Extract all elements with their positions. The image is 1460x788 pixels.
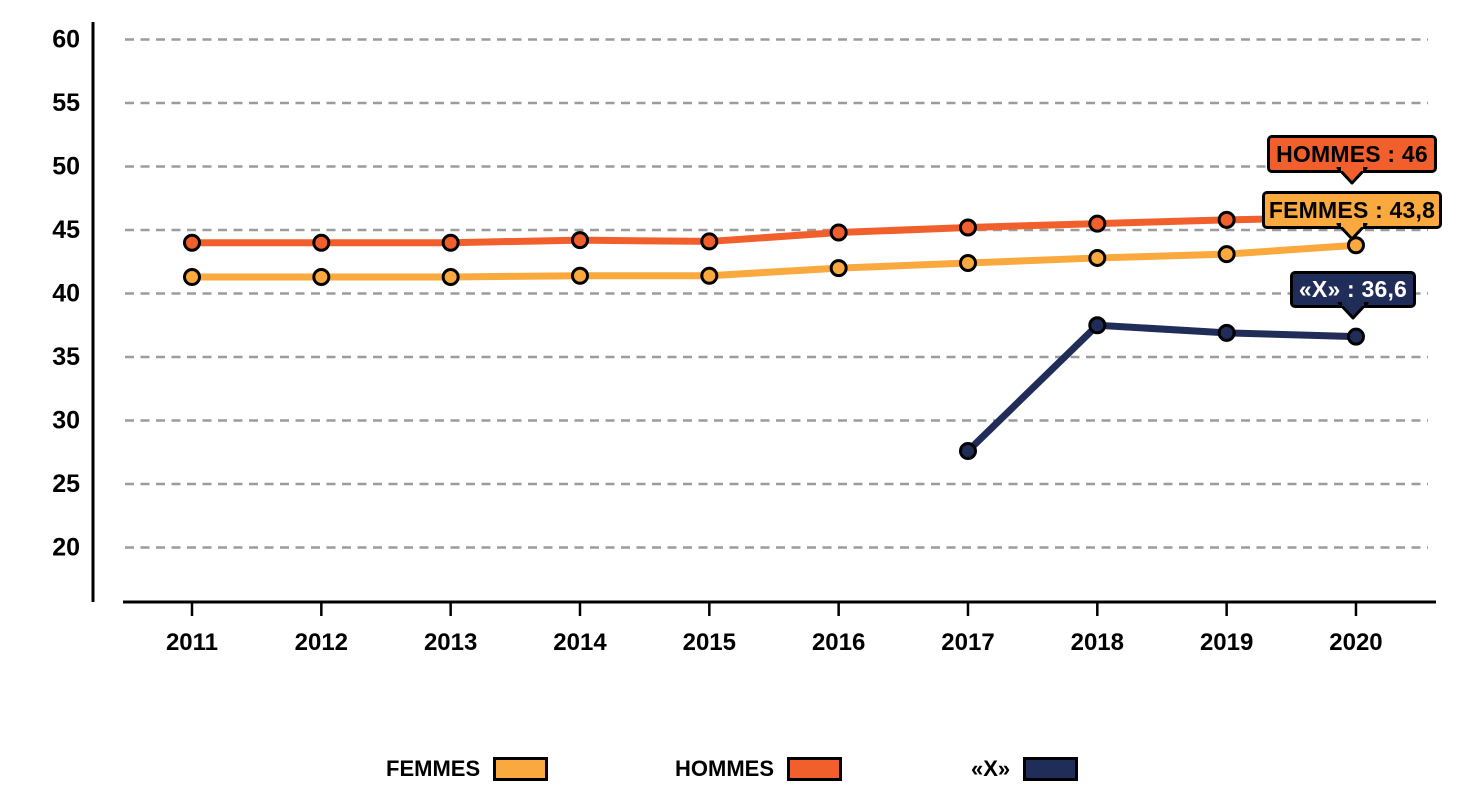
x-tick-label-2014: 2014 [553, 629, 607, 656]
data-point-femmes-2011 [183, 267, 201, 286]
y-tick-label-25: 25 [52, 470, 80, 498]
x-tick-label-2017: 2017 [941, 629, 994, 656]
data-point-hommes-2016 [829, 223, 848, 242]
callout-hommes-value: HOMMES : 46 [1267, 135, 1437, 185]
y-tick-label-20: 20 [52, 534, 80, 562]
y-axis-tick-labels: 60 55 50 45 40 35 30 25 20 [52, 26, 80, 562]
data-point-femmes-2018 [1088, 248, 1107, 267]
x-tick-label-2011: 2011 [166, 629, 218, 656]
x-tick-label-2012: 2012 [295, 629, 348, 656]
x-tick-label-2020: 2020 [1329, 629, 1382, 656]
data-point-hommes-2012 [312, 233, 331, 252]
data-point-femmes-2015 [700, 266, 719, 285]
y-tick-label-35: 35 [52, 343, 80, 371]
legend-swatch-femmes [493, 757, 549, 781]
y-tick-label-45: 45 [52, 216, 80, 244]
callout-pointer-icon [1336, 167, 1368, 185]
legend-item-hommes: HOMMES [675, 756, 842, 782]
y-tick-label-50: 50 [52, 153, 80, 181]
data-point-femmes-2019 [1217, 245, 1236, 264]
y-tick-label-40: 40 [52, 280, 80, 308]
series-line-hommes [188, 213, 1360, 247]
callout-pointer-icon [1337, 302, 1369, 320]
data-point-femmes-2017 [958, 254, 977, 273]
series-line-femmes [188, 241, 1360, 281]
series-line-x [964, 321, 1360, 455]
callout-hommes-text: HOMMES : 46 [1276, 140, 1428, 167]
data-point-hommes-2014 [570, 231, 589, 250]
x-tick-label-2013: 2013 [424, 629, 477, 656]
callout-pointer-icon [1336, 223, 1368, 241]
axes [91, 22, 1436, 604]
legend-label-hommes: HOMMES [675, 756, 774, 781]
legend-item-x: «X» [971, 756, 1079, 782]
data-point-hommes-2017 [958, 218, 977, 237]
data-point-x-2019 [1217, 323, 1236, 342]
data-point-hommes-2015 [700, 232, 719, 251]
x-tick-label-2015: 2015 [683, 629, 736, 656]
data-point-hommes-2011 [183, 233, 201, 252]
legend-swatch-x [1023, 757, 1079, 781]
data-point-x-2017 [958, 441, 977, 460]
data-point-femmes-2012 [312, 267, 331, 286]
data-point-x-2020 [1346, 327, 1365, 346]
y-tick-label-30: 30 [52, 407, 80, 435]
legend-swatch-hommes [787, 757, 842, 781]
callout-x-text: «X» : 36,6 [1298, 276, 1408, 302]
data-point-femmes-2020 [1346, 236, 1365, 255]
x-tick-label-2019: 2019 [1200, 629, 1253, 656]
data-point-hommes-2018 [1088, 214, 1107, 233]
legend-item-femmes: FEMMES [386, 756, 549, 782]
gridlines [125, 38, 1428, 549]
callout-x-value: «X» : 36,6 [1290, 271, 1416, 320]
y-tick-label-55: 55 [52, 89, 80, 117]
chart-legend: FEMMES HOMMES «X» [0, 752, 1460, 788]
data-series [183, 208, 1365, 460]
callout-femmes-value: FEMMES : 43,8 [1262, 191, 1442, 241]
legend-label-x: «X» [971, 756, 1011, 781]
data-point-femmes-2013 [441, 267, 460, 286]
data-point-x-2018 [1088, 316, 1107, 335]
data-point-hommes-2019 [1217, 210, 1236, 229]
x-axis-ticks: 2011 2012 2013 2014 2015 2016 2017 2018 2019 2020 [166, 602, 1383, 656]
legend-label-femmes: FEMMES [386, 756, 481, 781]
data-point-femmes-2014 [570, 266, 589, 285]
data-point-femmes-2016 [829, 259, 848, 278]
data-point-hommes-2013 [441, 233, 460, 252]
callout-femmes-text: FEMMES : 43,8 [1268, 196, 1436, 223]
x-tick-label-2016: 2016 [812, 629, 865, 656]
x-tick-label-2018: 2018 [1071, 629, 1124, 656]
y-tick-label-60: 60 [52, 26, 80, 54]
